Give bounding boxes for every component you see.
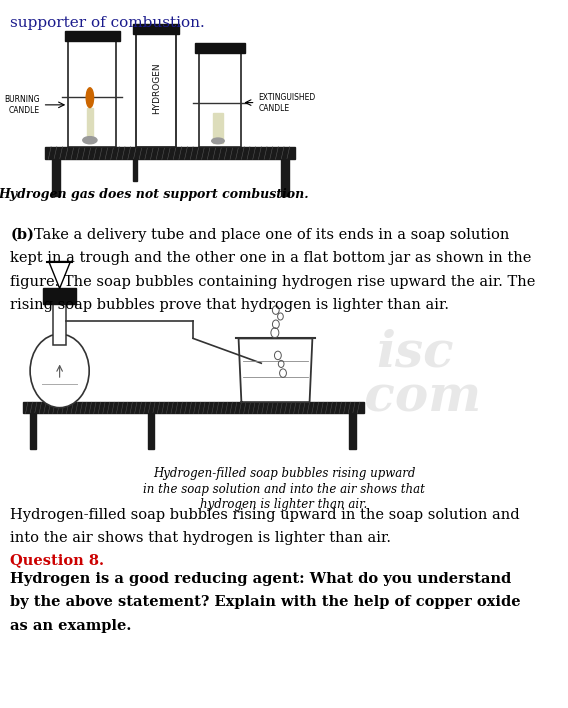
Bar — [23, 402, 364, 413]
Bar — [52, 159, 60, 196]
Text: HYDROGEN: HYDROGEN — [152, 62, 161, 114]
Text: into the air shows that hydrogen is lighter than air.: into the air shows that hydrogen is ligh… — [10, 531, 391, 545]
Bar — [45, 147, 295, 159]
Text: Hydrogen gas does not support combustion.: Hydrogen gas does not support combustion… — [0, 188, 308, 200]
Ellipse shape — [83, 137, 97, 144]
Bar — [65, 31, 120, 41]
Bar — [349, 413, 356, 449]
Text: in the soap solution and into the air shows that: in the soap solution and into the air sh… — [143, 483, 425, 496]
Text: EXTINGUISHED
CANDLE: EXTINGUISHED CANDLE — [258, 93, 316, 113]
Bar — [87, 108, 93, 143]
Text: supporter of combustion.: supporter of combustion. — [10, 16, 205, 30]
Ellipse shape — [86, 88, 94, 108]
Bar — [281, 159, 289, 196]
Bar — [43, 288, 76, 304]
Ellipse shape — [212, 138, 224, 144]
Text: Hydrogen-filled soap bubbles rising upward: Hydrogen-filled soap bubbles rising upwa… — [153, 467, 415, 480]
Bar — [214, 113, 223, 143]
Text: Hydrogen-filled soap bubbles rising upward in the soap solution and: Hydrogen-filled soap bubbles rising upwa… — [10, 508, 520, 522]
Text: Question 8.: Question 8. — [10, 554, 104, 568]
Bar — [195, 43, 245, 53]
Text: BURNING
CANDLE: BURNING CANDLE — [4, 95, 40, 115]
Text: Take a delivery tube and place one of its ends in a soap solution: Take a delivery tube and place one of it… — [34, 228, 509, 242]
Bar — [53, 297, 66, 345]
Bar — [148, 413, 154, 449]
Bar — [199, 49, 241, 147]
Bar — [30, 413, 36, 449]
Text: (b): (b) — [10, 228, 34, 242]
Text: kept in a trough and the other one in a flat bottom jar as shown in the: kept in a trough and the other one in a … — [10, 251, 532, 266]
Text: Hydrogen is a good reducing agent: What do you understand: Hydrogen is a good reducing agent: What … — [10, 572, 511, 586]
Text: hydrogen is lighter than air.: hydrogen is lighter than air. — [201, 498, 367, 511]
Text: figure. The soap bubbles containing hydrogen rise upward the air. The: figure. The soap bubbles containing hydr… — [10, 275, 536, 289]
Circle shape — [30, 334, 89, 408]
Text: as an example.: as an example. — [10, 619, 132, 633]
Text: isc
.com: isc .com — [348, 328, 482, 423]
Text: by the above statement? Explain with the help of copper oxide: by the above statement? Explain with the… — [10, 595, 521, 610]
Bar — [133, 24, 179, 34]
Text: rising soap bubbles prove that hydrogen is lighter than air.: rising soap bubbles prove that hydrogen … — [10, 298, 449, 312]
Bar — [136, 30, 176, 147]
Bar — [68, 37, 116, 147]
Bar — [133, 159, 137, 181]
